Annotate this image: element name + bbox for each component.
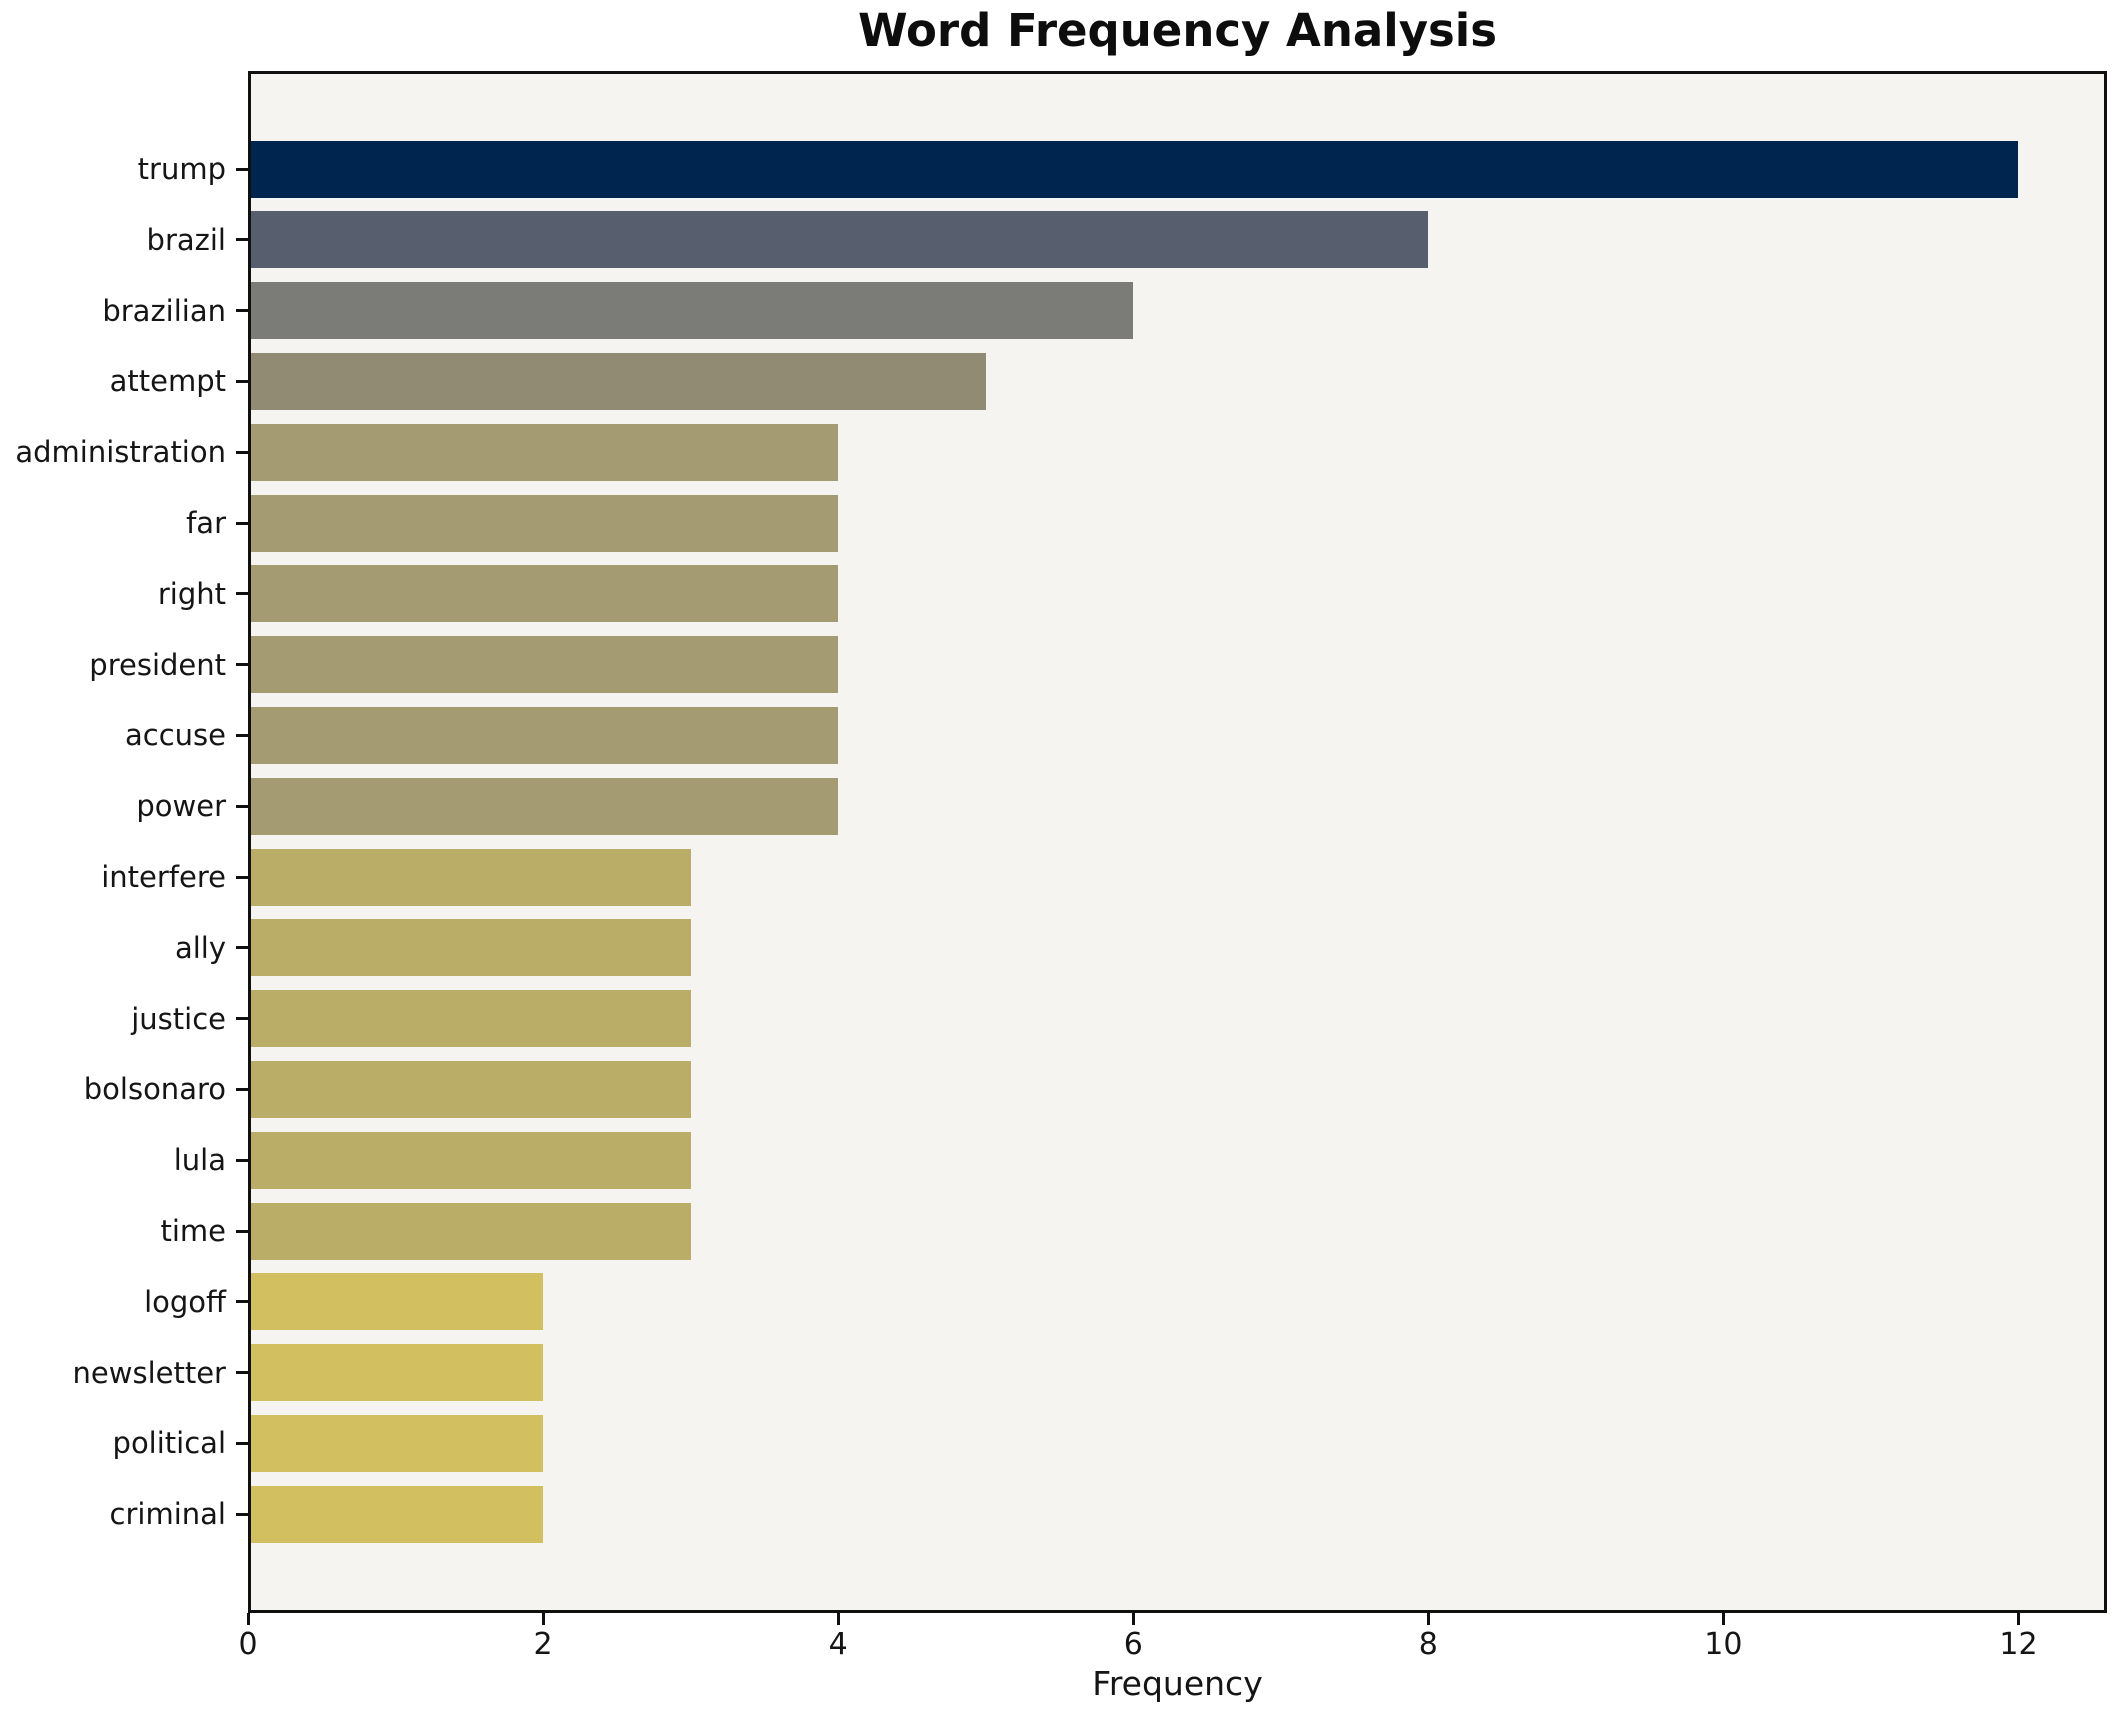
y-tick-label-justice: justice: [131, 1001, 226, 1036]
y-tick-label-lula: lula: [173, 1143, 226, 1178]
bar-criminal: [251, 1485, 543, 1543]
y-tick-mark: [236, 875, 248, 879]
y-tick-mark: [236, 238, 248, 242]
bar-accuse: [251, 706, 838, 764]
y-tick-mark: [236, 733, 248, 737]
y-tick-mark: [236, 521, 248, 525]
bar-logoff: [251, 1273, 543, 1331]
y-tick-label-bolsonaro: bolsonaro: [83, 1072, 226, 1107]
y-tick-label-trump: trump: [137, 152, 226, 186]
y-tick-mark: [236, 309, 248, 313]
y-tick-label-newsletter: newsletter: [72, 1355, 226, 1390]
x-tick-mark: [541, 1613, 545, 1625]
bar-attempt: [251, 352, 986, 410]
bar-power: [251, 777, 838, 835]
y-tick-label-logoff: logoff: [144, 1284, 226, 1319]
y-tick-label-time: time: [160, 1214, 226, 1248]
x-tick-mark: [1131, 1613, 1135, 1625]
x-tick-mark: [246, 1613, 250, 1625]
bar-far: [251, 494, 838, 552]
x-tick-label: 8: [1418, 1627, 1438, 1662]
y-tick-mark: [236, 379, 248, 383]
y-tick-mark: [236, 663, 248, 667]
y-tick-mark: [236, 1229, 248, 1233]
chart-title: Word Frequency Analysis: [857, 4, 1498, 57]
y-tick-label-administration: administration: [15, 435, 226, 470]
bar-justice: [251, 990, 691, 1048]
y-tick-mark: [236, 1017, 248, 1021]
y-tick-label-interfere: interfere: [101, 860, 226, 894]
x-tick-label: 6: [1123, 1627, 1143, 1662]
y-tick-label-accuse: accuse: [125, 718, 226, 753]
x-tick-mark: [836, 1613, 840, 1625]
x-tick-label: 10: [1704, 1627, 1743, 1662]
x-axis-title: Frequency: [1092, 1664, 1263, 1703]
bar-brazil: [251, 211, 1428, 269]
x-tick-mark: [2016, 1613, 2020, 1625]
y-tick-mark: [236, 1300, 248, 1304]
bar-trump: [251, 140, 2018, 198]
bar-brazilian: [251, 282, 1133, 340]
x-tick-label: 2: [533, 1627, 553, 1662]
bar-administration: [251, 423, 838, 481]
bar-right: [251, 565, 838, 623]
y-tick-mark: [236, 1158, 248, 1162]
y-tick-label-brazilian: brazilian: [102, 293, 226, 328]
x-tick-mark: [1426, 1613, 1430, 1625]
y-tick-label-president: president: [89, 647, 226, 682]
y-tick-mark: [236, 1087, 248, 1091]
y-tick-label-far: far: [186, 506, 226, 540]
bar-newsletter: [251, 1344, 543, 1402]
bar-ally: [251, 919, 691, 977]
y-tick-mark: [236, 946, 248, 950]
y-tick-label-brazil: brazil: [146, 222, 226, 257]
y-tick-mark: [236, 450, 248, 454]
y-tick-label-ally: ally: [174, 930, 226, 965]
bar-bolsonaro: [251, 1060, 691, 1118]
y-tick-label-power: power: [136, 789, 226, 824]
y-tick-label-criminal: criminal: [109, 1497, 226, 1532]
bar-time: [251, 1202, 691, 1260]
y-tick-mark: [236, 167, 248, 171]
y-tick-label-attempt: attempt: [109, 364, 226, 399]
y-tick-mark: [236, 804, 248, 808]
y-tick-mark: [236, 1371, 248, 1375]
bar-political: [251, 1414, 543, 1472]
x-tick-label: 12: [1999, 1627, 2038, 1662]
y-tick-mark: [236, 1512, 248, 1516]
bar-interfere: [251, 848, 691, 906]
x-tick-mark: [1721, 1613, 1725, 1625]
bar-lula: [251, 1131, 691, 1189]
y-tick-mark: [236, 592, 248, 596]
y-tick-mark: [236, 1441, 248, 1445]
y-tick-label-right: right: [157, 576, 226, 611]
bar-president: [251, 636, 838, 694]
x-tick-label: 0: [238, 1627, 258, 1662]
x-tick-label: 4: [828, 1627, 848, 1662]
y-tick-label-political: political: [112, 1426, 226, 1461]
